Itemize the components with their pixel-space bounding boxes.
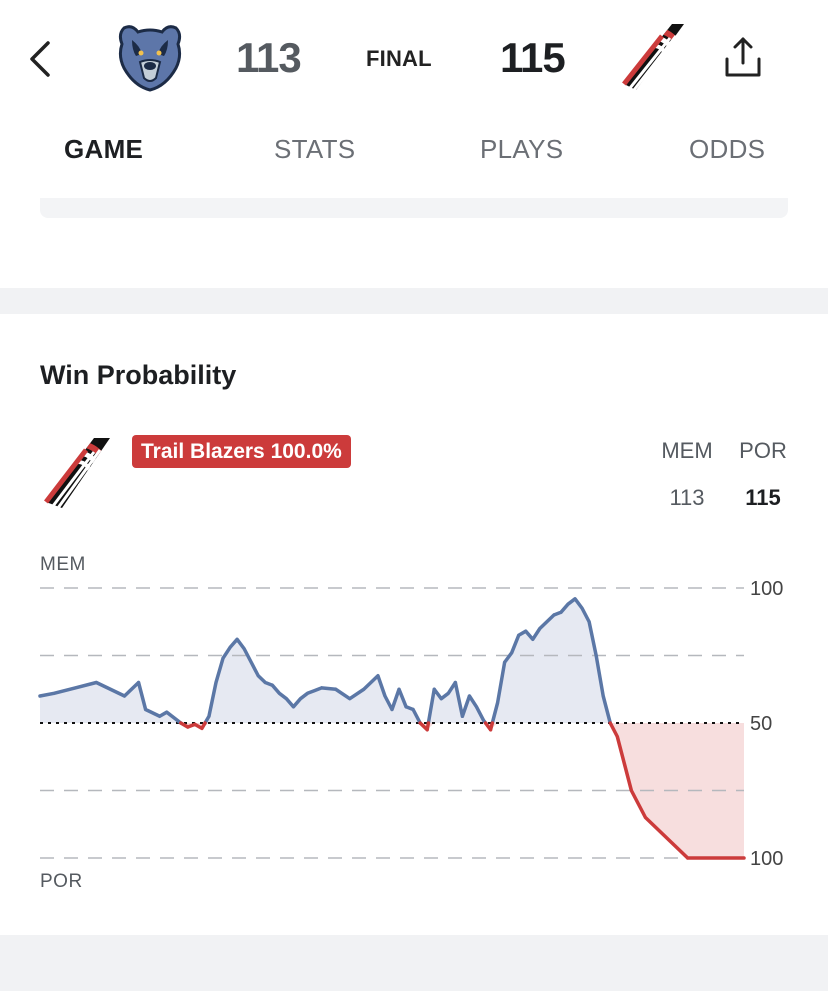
share-button[interactable]	[720, 34, 766, 80]
game-status: FINAL	[366, 46, 432, 71]
game-tabs: GAME STATS PLAYS ODDS	[0, 130, 828, 174]
grizzlies-logo-icon[interactable]	[114, 22, 186, 94]
trail-blazers-logo-icon[interactable]	[620, 20, 688, 94]
mini-team-home: POR	[739, 438, 787, 463]
chevron-left-icon	[30, 41, 50, 77]
win-probability-leader-badge: Trail Blazers 100.0%	[132, 435, 351, 468]
chart-bottom-label: POR	[40, 871, 83, 892]
tab-plays[interactable]: PLAYS	[480, 134, 564, 164]
section-divider-bottom	[0, 935, 828, 991]
tab-odds[interactable]: ODDS	[689, 134, 766, 164]
trail-blazers-logo-icon	[44, 434, 112, 512]
mini-score-away: 113	[669, 485, 705, 510]
previous-card-edge	[40, 198, 788, 218]
back-button[interactable]	[22, 36, 58, 82]
tab-game[interactable]: GAME	[64, 134, 144, 164]
home-score: 115	[500, 34, 566, 81]
win-probability-title: Win Probability	[40, 360, 237, 390]
win-probability-chart: MEM POR 100 50 100	[0, 540, 828, 900]
section-divider	[0, 288, 828, 314]
y-tick-label: 100	[750, 578, 783, 600]
mini-score-home: 115	[745, 485, 781, 510]
tab-stats[interactable]: STATS	[274, 134, 356, 164]
win-probability-plot: 100 50 100	[38, 578, 783, 870]
mem-probability-line	[38, 597, 612, 725]
mem-area-fill	[40, 598, 744, 723]
mini-team-away: MEM	[661, 438, 713, 463]
share-icon	[725, 37, 761, 77]
y-tick-label: 50	[750, 713, 772, 735]
game-header: 113 FINAL 115	[0, 0, 828, 118]
y-tick-label: 100	[750, 848, 783, 870]
por-probability-line	[179, 721, 746, 860]
away-score: 113	[236, 34, 302, 81]
chart-top-label: MEM	[40, 554, 86, 575]
